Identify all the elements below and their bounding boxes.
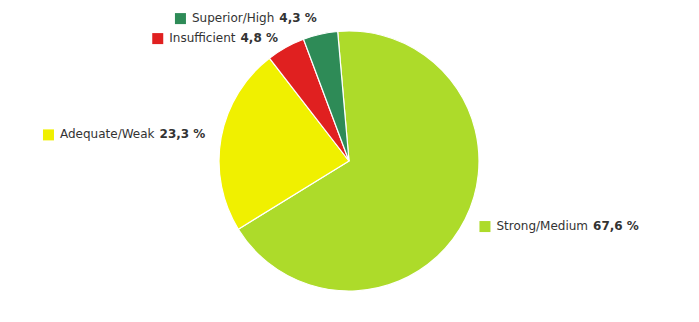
- slice-label: Adequate/Weak 23,3 %: [43, 127, 205, 141]
- data-label: 23,3 %: [160, 127, 206, 141]
- data-label: 67,6 %: [593, 219, 639, 233]
- label-swatch: [43, 129, 54, 140]
- pie-slice: [304, 31, 349, 161]
- slice-name: Superior/High: [192, 11, 274, 25]
- slice-name: Adequate/Weak: [60, 127, 155, 141]
- label-swatch: [479, 221, 490, 232]
- slice-name: Insufficient: [169, 31, 236, 45]
- chart-container: Strong/Medium 67,6 % Adequate/Weak 23,3 % In…: [0, 0, 699, 322]
- data-label: 4,3 %: [279, 11, 316, 25]
- label-swatch: [175, 13, 186, 24]
- data-label: 4,8 %: [240, 31, 277, 45]
- slice-label: Strong/Medium 67,6 %: [479, 219, 638, 233]
- slice-labels: Strong/Medium 67,6 % Adequate/Weak 23,3 % In…: [43, 11, 639, 233]
- slice-label: Insufficient 4,8 %: [152, 31, 278, 45]
- slice-name: Strong/Medium: [496, 219, 588, 233]
- slice-label: Superior/High 4,3 %: [175, 11, 317, 25]
- pie: [219, 31, 479, 291]
- label-swatch: [152, 33, 163, 44]
- chart-svg: Strong/Medium 67,6 % Adequate/Weak 23,3 % In…: [0, 0, 699, 322]
